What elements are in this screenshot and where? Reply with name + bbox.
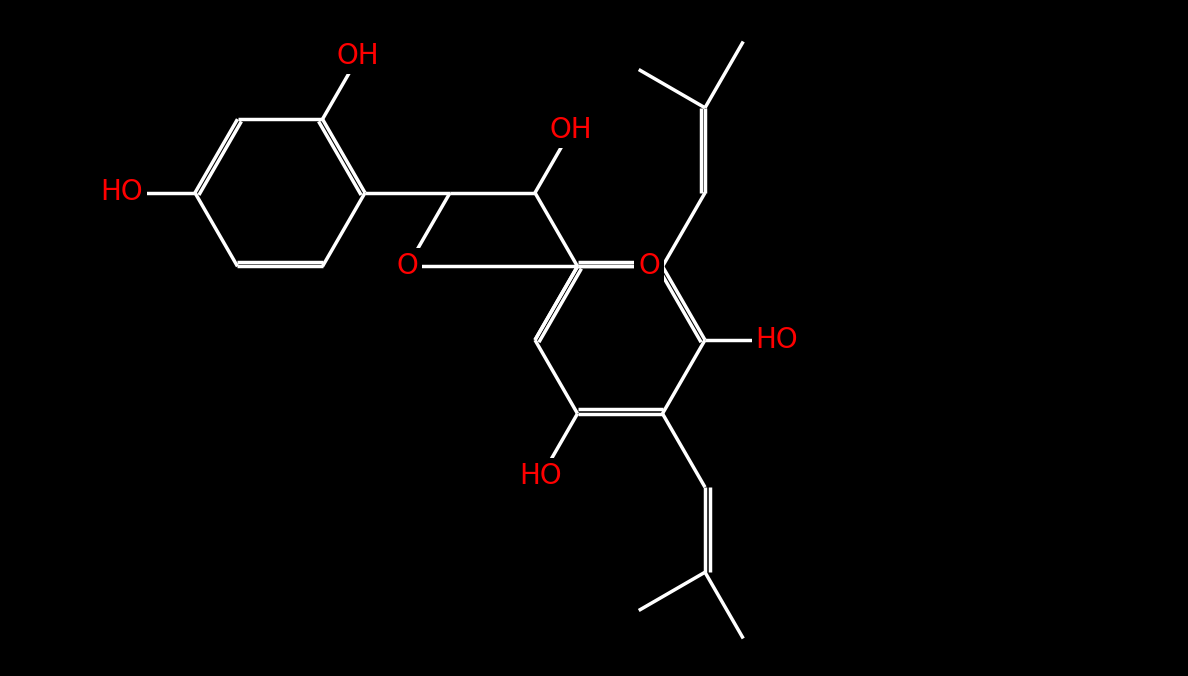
Text: OH: OH (550, 116, 593, 144)
Text: O: O (396, 252, 418, 280)
Text: HO: HO (101, 178, 144, 206)
Text: O: O (638, 252, 659, 280)
Text: HO: HO (519, 462, 562, 490)
Text: HO: HO (756, 326, 798, 354)
Text: OH: OH (336, 42, 379, 70)
